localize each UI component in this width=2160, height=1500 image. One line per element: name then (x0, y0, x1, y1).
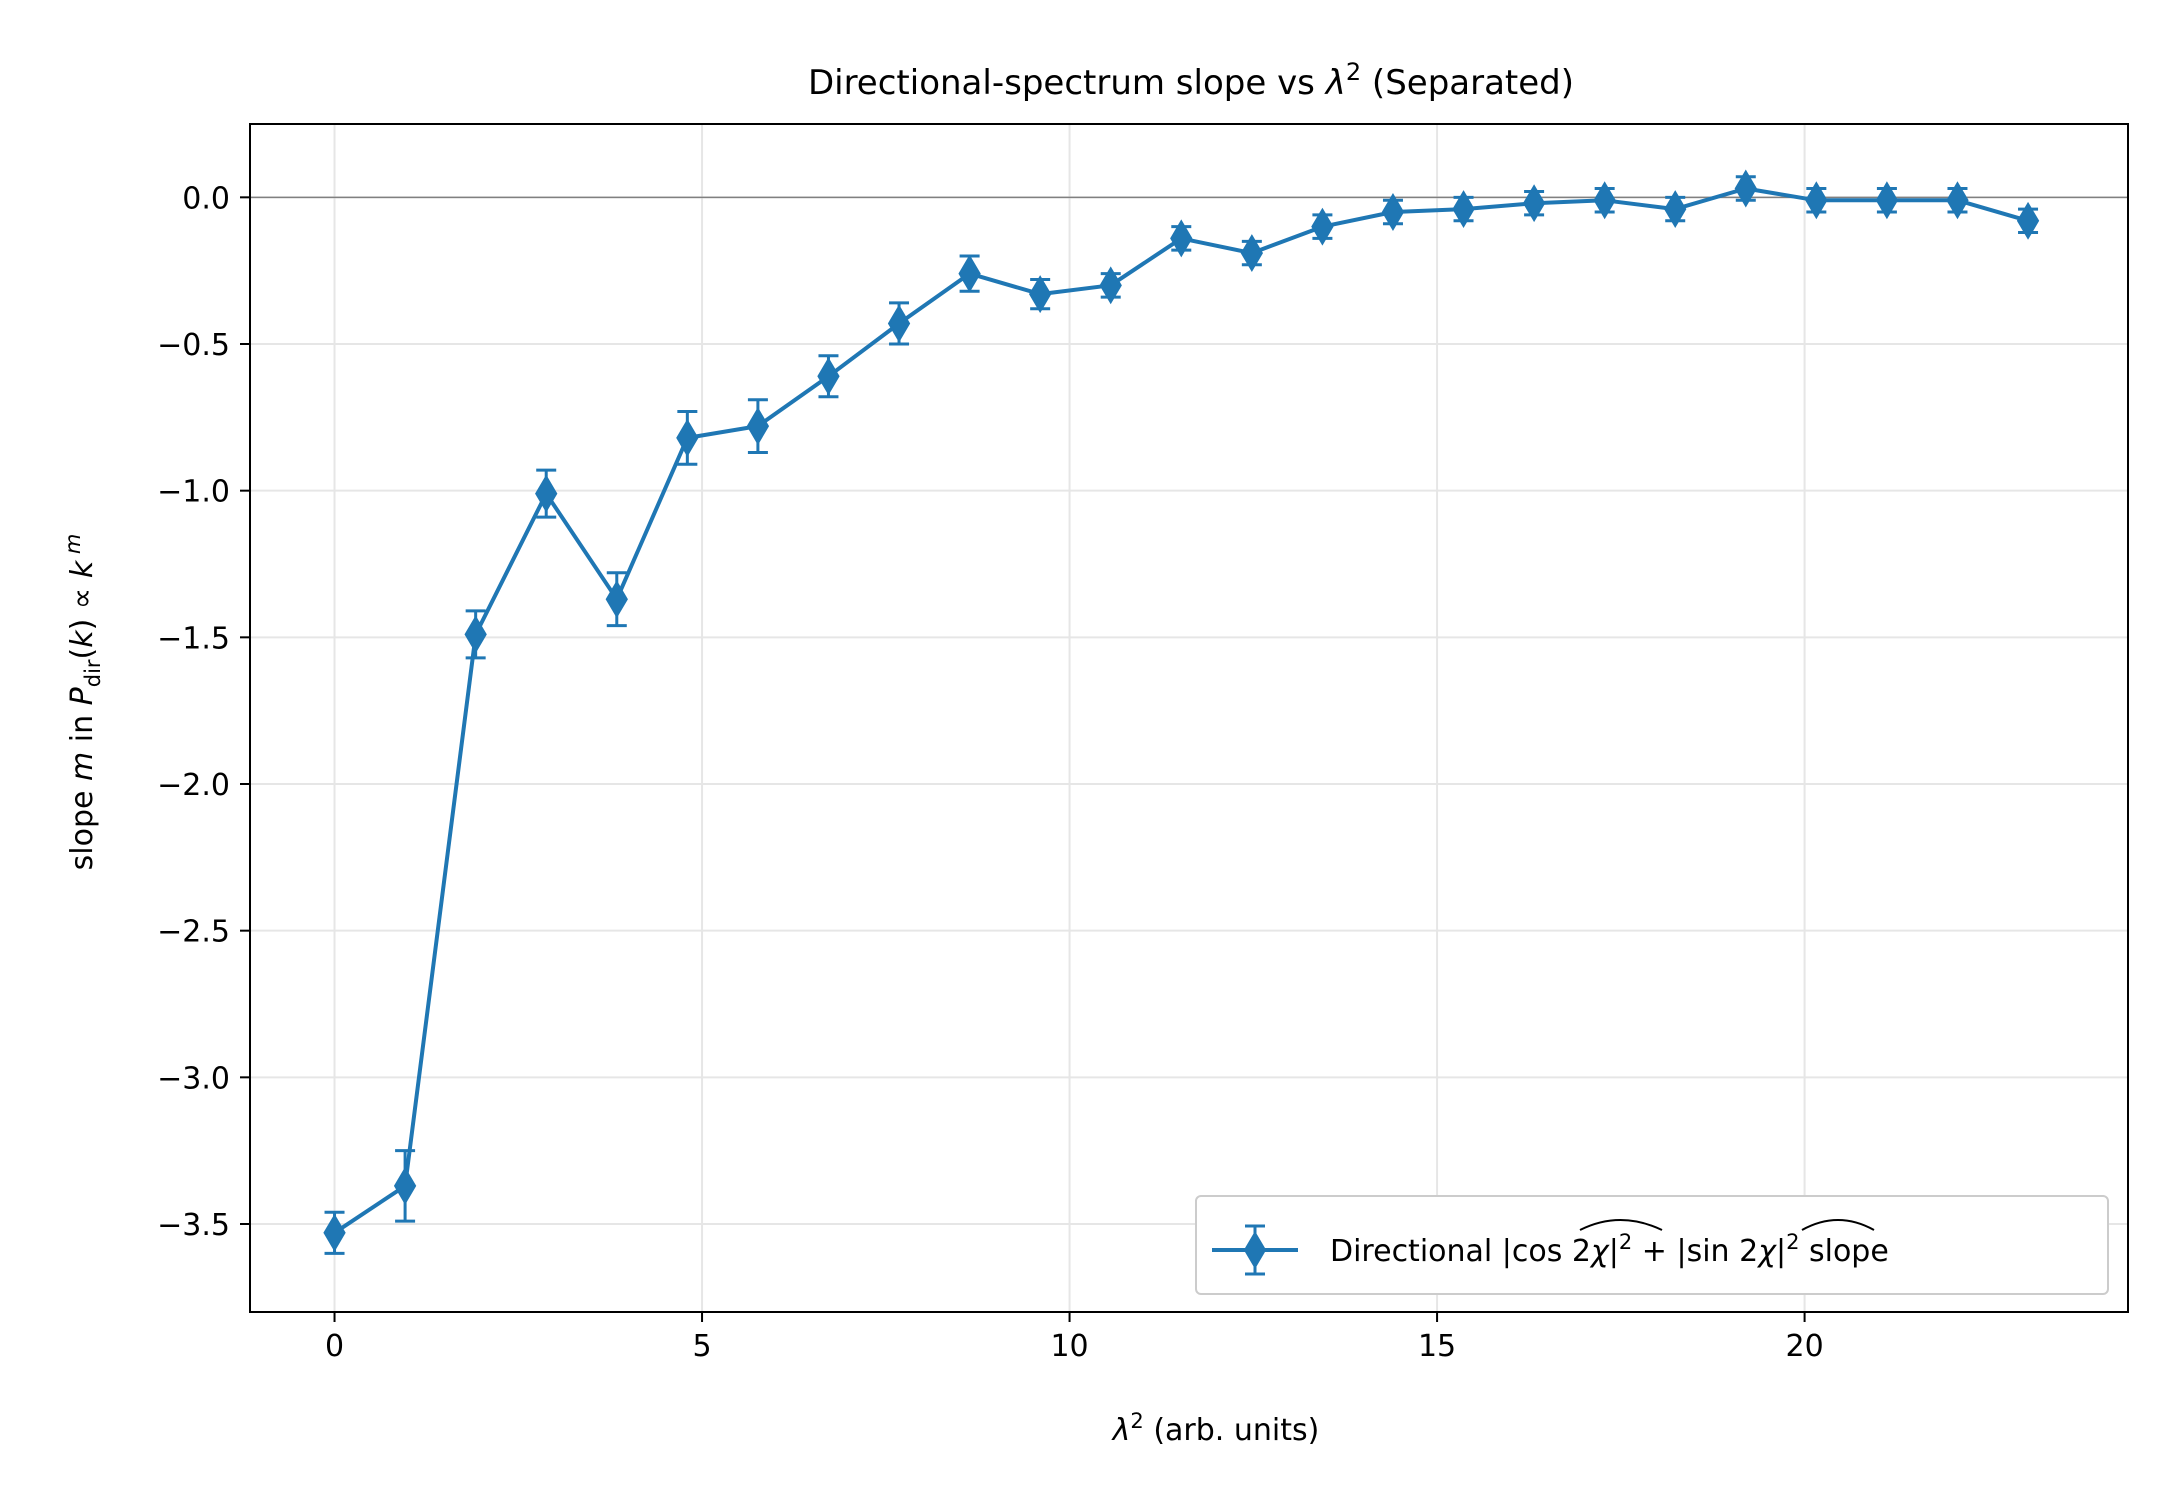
data-point-marker (605, 580, 628, 619)
series-layer (323, 169, 2040, 1255)
data-point-marker (1664, 190, 1687, 229)
data-point-marker (958, 254, 981, 293)
y-tick-label: −1.5 (157, 621, 230, 656)
data-point-marker (817, 357, 840, 396)
data-point-marker (323, 1213, 346, 1252)
data-point-marker (1593, 181, 1616, 220)
chart-title: Directional-spectrum slope vs λ2 (Separa… (808, 58, 1574, 103)
data-point-marker (887, 304, 911, 343)
y-tick-label: 0.0 (182, 181, 230, 216)
axis-ticks: 0 5 10 15 20 0.0 −0.5 −1.0 −1.5 −2.0 −2.5 −3.0 −3.5 (157, 181, 1824, 1364)
data-point-marker (1734, 169, 1757, 208)
data-point-marker (1805, 181, 1828, 220)
data-point-marker (1452, 190, 1475, 229)
data-point-marker (2016, 201, 2040, 240)
data-point-marker (1381, 193, 1405, 231)
grid-lines (250, 124, 2128, 1312)
data-point-marker (535, 474, 558, 513)
y-axis-label: slope m in Pdir(k) ∝ k m (61, 534, 105, 871)
x-tick-label: 15 (1418, 1329, 1456, 1364)
y-tick-label: −2.5 (157, 915, 230, 950)
legend-box (1195, 1195, 2109, 1295)
y-tick-label: −3.5 (157, 1208, 230, 1243)
data-point-marker (1240, 234, 1264, 273)
legend: Directional |cos 2χ|2 + |sin 2χ|2 slope (1195, 1195, 2109, 1295)
y-tick-label: −2.0 (157, 768, 230, 803)
x-axis-label: λ2 (arb. units) (1111, 1409, 1320, 1448)
data-point-marker (746, 407, 770, 446)
data-point-marker (464, 615, 487, 654)
data-point-marker (1311, 207, 1334, 246)
x-tick-label: 0 (325, 1329, 344, 1364)
legend-swatch (1212, 1224, 1298, 1276)
x-tick-label: 10 (1050, 1329, 1088, 1364)
y-tick-label: −0.5 (157, 328, 230, 363)
legend-label: Directional |cos 2χ|2 + |sin 2χ|2 slope (1330, 1230, 1889, 1269)
data-point-marker (1946, 181, 1969, 220)
data-point-marker (1522, 184, 1546, 223)
y-tick-label: −3.0 (157, 1061, 230, 1096)
data-point-marker (676, 418, 699, 457)
x-tick-label: 5 (692, 1329, 711, 1364)
series (323, 169, 2040, 1255)
data-point-marker (1099, 266, 1122, 305)
y-tick-label: −1.0 (157, 475, 230, 510)
data-point-marker (393, 1166, 417, 1205)
data-point-marker (1875, 181, 1899, 220)
data-point-marker (1028, 275, 1052, 314)
x-tick-label: 20 (1785, 1329, 1823, 1364)
plot-area-frame (249, 123, 2129, 1313)
data-point-marker (1170, 219, 1193, 258)
